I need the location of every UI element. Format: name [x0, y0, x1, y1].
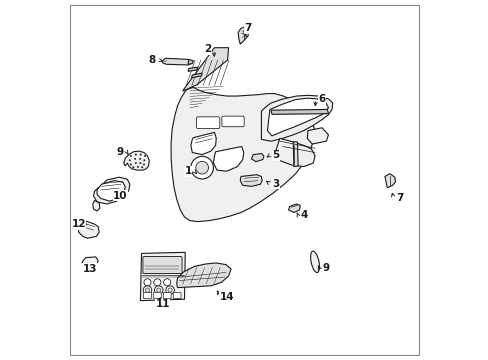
- Polygon shape: [384, 174, 395, 188]
- Circle shape: [163, 279, 170, 286]
- Circle shape: [139, 158, 141, 160]
- Circle shape: [167, 288, 172, 292]
- Polygon shape: [123, 151, 149, 170]
- Polygon shape: [288, 204, 300, 212]
- Polygon shape: [306, 128, 328, 144]
- Text: 4: 4: [300, 210, 307, 220]
- Circle shape: [156, 288, 161, 292]
- Text: 12: 12: [71, 219, 86, 229]
- FancyBboxPatch shape: [222, 116, 244, 127]
- Polygon shape: [275, 138, 314, 167]
- Polygon shape: [238, 27, 248, 44]
- Polygon shape: [191, 73, 202, 78]
- Polygon shape: [171, 87, 314, 222]
- Circle shape: [143, 159, 145, 161]
- Polygon shape: [261, 95, 332, 141]
- Polygon shape: [190, 132, 216, 154]
- Text: 6: 6: [318, 94, 325, 104]
- Text: 2: 2: [203, 45, 211, 54]
- Circle shape: [140, 154, 142, 156]
- Circle shape: [154, 279, 161, 286]
- Polygon shape: [270, 109, 328, 114]
- Circle shape: [195, 161, 208, 174]
- FancyBboxPatch shape: [153, 293, 161, 298]
- Polygon shape: [163, 58, 190, 65]
- Circle shape: [130, 155, 131, 157]
- Circle shape: [190, 156, 213, 179]
- Circle shape: [143, 163, 144, 165]
- Circle shape: [145, 288, 149, 292]
- Polygon shape: [176, 263, 231, 288]
- Polygon shape: [240, 175, 262, 186]
- Polygon shape: [251, 154, 264, 162]
- Text: 5: 5: [272, 150, 279, 160]
- Circle shape: [143, 279, 151, 286]
- Text: 1: 1: [184, 166, 191, 176]
- Circle shape: [135, 154, 137, 156]
- Polygon shape: [97, 181, 125, 201]
- Circle shape: [135, 162, 137, 164]
- Polygon shape: [293, 142, 298, 167]
- Circle shape: [165, 286, 174, 294]
- Circle shape: [134, 158, 136, 160]
- Text: 11: 11: [155, 299, 169, 309]
- Text: 8: 8: [148, 55, 155, 65]
- FancyBboxPatch shape: [163, 293, 171, 298]
- FancyBboxPatch shape: [143, 293, 151, 298]
- Polygon shape: [93, 201, 100, 211]
- Polygon shape: [78, 220, 99, 238]
- Text: 14: 14: [219, 292, 234, 302]
- Circle shape: [141, 166, 143, 168]
- Circle shape: [129, 159, 130, 161]
- Circle shape: [154, 286, 163, 294]
- Text: 10: 10: [113, 191, 127, 201]
- Polygon shape: [82, 257, 98, 269]
- Text: 13: 13: [82, 264, 97, 274]
- Text: 9: 9: [322, 263, 328, 273]
- Circle shape: [137, 166, 139, 168]
- Circle shape: [139, 162, 141, 164]
- FancyBboxPatch shape: [173, 293, 181, 298]
- FancyBboxPatch shape: [196, 117, 219, 129]
- Circle shape: [130, 163, 131, 165]
- Text: 7: 7: [395, 193, 403, 203]
- Circle shape: [143, 286, 151, 294]
- Polygon shape: [213, 147, 244, 171]
- Polygon shape: [93, 177, 130, 204]
- Text: 7: 7: [244, 23, 251, 33]
- FancyBboxPatch shape: [142, 257, 182, 274]
- Circle shape: [132, 166, 134, 168]
- Polygon shape: [140, 252, 185, 301]
- Circle shape: [144, 155, 145, 157]
- Text: 3: 3: [272, 179, 279, 189]
- Ellipse shape: [310, 251, 319, 273]
- Text: 9: 9: [117, 147, 123, 157]
- Polygon shape: [188, 67, 197, 71]
- Polygon shape: [267, 98, 328, 136]
- Polygon shape: [183, 48, 228, 91]
- Polygon shape: [188, 59, 193, 64]
